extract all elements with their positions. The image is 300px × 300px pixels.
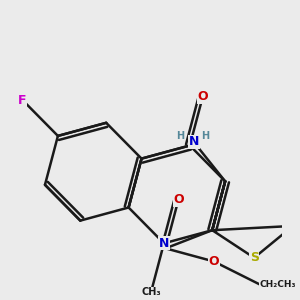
Text: H: H [176, 131, 184, 141]
Text: H: H [201, 131, 209, 141]
Text: O: O [208, 255, 219, 268]
Text: S: S [250, 251, 259, 264]
Text: O: O [173, 193, 184, 206]
Text: CH₂CH₃: CH₂CH₃ [260, 280, 296, 289]
Text: N: N [188, 136, 199, 148]
Text: O: O [197, 90, 208, 103]
Text: N: N [159, 237, 169, 250]
Text: F: F [18, 94, 27, 106]
Text: CH₃: CH₃ [141, 287, 161, 297]
